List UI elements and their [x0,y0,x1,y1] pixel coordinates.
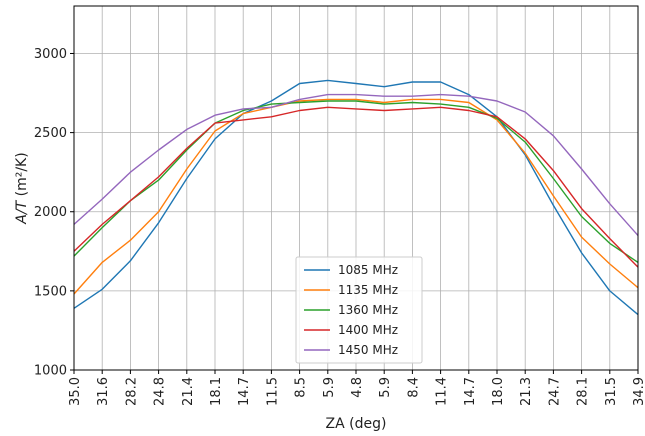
x-tick-label: 35.0 [68,377,83,406]
x-tick-label: 24.7 [547,377,562,406]
ticks: 35.0 31.6 28.2 24.8 21.4 18.1 14.7 11.5 8.5 5.9 4.… [34,47,645,406]
x-tick-label: 5.9 [322,377,337,398]
y-tick-label: 2000 [34,205,67,220]
x-tick-label: 28.1 [576,377,591,406]
x-tick-label: 18.1 [209,377,224,406]
y-tick-label: 1500 [34,284,67,299]
x-tick-label: 24.8 [153,377,168,406]
series-line [73,79,639,316]
grid [74,6,638,370]
x-tick-label: 14.7 [237,377,252,406]
x-tick-label: 28.2 [124,377,139,406]
series-layer [73,79,639,316]
y-tick-label: 2500 [34,126,67,141]
y-axis-label-unit: (m²/K) [14,152,30,201]
x-tick-label: 21.4 [181,377,196,406]
y-tick-label: 3000 [34,47,67,62]
x-tick-label: 8.4 [406,377,421,398]
x-tick-label: 31.5 [604,377,619,406]
y-axis-label-quantity: A/T [14,199,30,224]
series-line [73,93,639,236]
legend: 1085 MHz 1135 MHz 1360 MHz 1400 MHz 1450 MHz [295,256,423,364]
x-tick-label: 14.7 [463,377,478,406]
x-tick-label: 4.8 [350,377,365,398]
legend-label: 1135 MHz [338,283,398,297]
legend-label: 1085 MHz [338,263,398,277]
x-tick-label: 21.3 [519,377,534,406]
x-tick-label: 11.4 [435,377,450,406]
x-tick-label: 34.9 [632,377,645,406]
x-tick-label: 8.5 [294,377,309,398]
y-axis-label: A/T (m²/K) [14,152,30,224]
series-line [73,98,639,295]
x-tick-label: 11.5 [265,377,280,406]
x-axis-label: ZA (deg) [326,416,387,432]
x-tick-label: 18.0 [491,377,506,406]
series-line [73,100,639,263]
legend-label: 1360 MHz [338,303,398,317]
legend-box [295,256,423,364]
legend-label: 1450 MHz [338,343,398,357]
x-tick-label: 5.9 [378,377,393,398]
x-tick-label: 31.6 [96,377,111,406]
y-tick-label: 1000 [34,364,67,379]
series-line [73,106,639,268]
legend-label: 1400 MHz [338,323,398,337]
